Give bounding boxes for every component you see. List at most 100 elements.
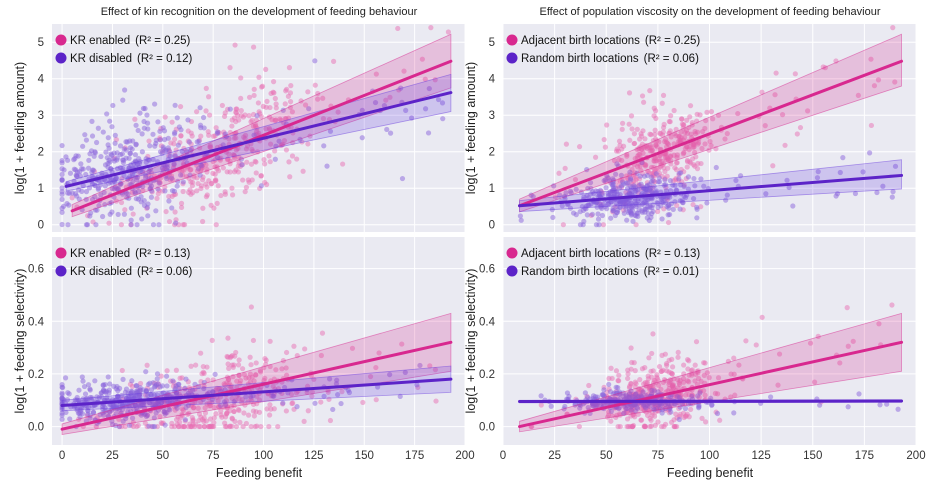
point-series-a (178, 133, 184, 139)
point-series-a (625, 371, 631, 377)
point-series-a (666, 118, 672, 125)
point-series-b (107, 159, 113, 165)
point-series-b (82, 391, 89, 397)
point-series-b (100, 213, 106, 220)
point-series-a (684, 159, 691, 165)
point-series-a (692, 362, 698, 368)
point-series-b (170, 378, 176, 384)
point-series-a (699, 129, 706, 135)
y-tick-label: 0.0 (479, 422, 495, 434)
point-series-a (284, 372, 290, 378)
point-series-b (129, 389, 135, 395)
point-series-b (650, 208, 656, 215)
point-series-b (662, 177, 668, 183)
y-tick-label: 2 (489, 147, 495, 159)
point-series-b (171, 188, 178, 194)
x-tick-label: 175 (855, 450, 874, 462)
point-series-a (259, 84, 265, 90)
point-series-a (702, 392, 708, 398)
point-series-b (99, 390, 105, 396)
fit-line-series-b (518, 399, 904, 404)
x-tick-label: 50 (156, 450, 169, 462)
point-series-b (90, 410, 97, 416)
point-series-b (559, 203, 565, 209)
panel-top-left: 0 1 2 3 4 5 Effect of kin recognition on the d… (13, 6, 466, 232)
point-series-a (154, 195, 160, 202)
point-series-b (656, 175, 662, 181)
point-series-a (238, 113, 244, 119)
point-series-b (119, 151, 125, 157)
point-series-a (844, 305, 850, 311)
point-series-a (671, 384, 677, 391)
legend-marker (506, 34, 518, 46)
point-series-b (346, 389, 352, 396)
point-series-b (164, 399, 170, 405)
y-tick-label: 0.6 (28, 264, 44, 276)
point-series-b (133, 196, 139, 202)
point-series-a (662, 168, 668, 175)
point-series-a (106, 220, 112, 226)
point-series-a (315, 96, 321, 102)
point-series-a (171, 136, 178, 142)
point-series-b (112, 140, 118, 146)
point-series-a (287, 174, 293, 180)
x-tick-label: 175 (405, 450, 424, 462)
point-series-a (228, 403, 235, 410)
point-series-a (273, 101, 279, 107)
point-series-a (782, 142, 788, 148)
point-series-a (642, 365, 648, 371)
point-series-b (659, 216, 665, 222)
point-series-b (874, 189, 880, 196)
point-series-b (163, 373, 170, 379)
point-series-a (327, 417, 334, 424)
point-series-a (679, 121, 685, 127)
point-series-b (714, 410, 721, 417)
point-series-a (229, 123, 235, 129)
point-series-a (703, 419, 709, 425)
point-series-b (117, 143, 124, 149)
point-series-a (837, 360, 843, 366)
point-series-b (570, 210, 577, 216)
point-series-a (427, 363, 433, 369)
point-series-b (145, 213, 151, 219)
y-tick-label: 0.4 (479, 316, 496, 328)
point-series-b (167, 407, 173, 413)
point-series-b (679, 199, 686, 205)
point-series-a (200, 218, 206, 225)
point-series-b (81, 383, 88, 390)
point-series-a (169, 119, 175, 125)
point-series-a (309, 393, 315, 399)
point-series-a (288, 83, 294, 89)
point-series-a (722, 136, 728, 142)
point-series-b (106, 145, 112, 151)
point-series-b (517, 213, 523, 219)
point-series-b (880, 183, 886, 189)
point-series-a (193, 362, 199, 368)
point-series-a (214, 200, 220, 206)
point-series-b (403, 107, 409, 113)
point-series-a (203, 85, 209, 91)
point-series-b (704, 200, 710, 206)
point-series-b (84, 222, 91, 228)
point-series-a (647, 88, 653, 94)
point-series-a (677, 377, 683, 384)
point-series-a (693, 339, 700, 345)
point-series-a (234, 378, 240, 384)
point-series-a (219, 102, 225, 109)
point-series-b (123, 155, 129, 161)
point-series-b (676, 170, 682, 177)
point-series-a (250, 44, 257, 50)
point-series-b (61, 167, 67, 173)
point-series-a (631, 140, 637, 147)
point-series-a (213, 178, 219, 184)
point-series-a (164, 368, 170, 374)
legend-r2-value: (R² = 0.25) (645, 35, 700, 47)
point-series-a (650, 368, 656, 374)
point-series-a (753, 342, 759, 348)
point-series-a (701, 372, 707, 378)
point-series-b (172, 102, 178, 108)
point-series-b (133, 141, 139, 147)
point-series-b (644, 402, 650, 409)
point-series-a (253, 170, 259, 176)
point-series-b (639, 208, 645, 214)
